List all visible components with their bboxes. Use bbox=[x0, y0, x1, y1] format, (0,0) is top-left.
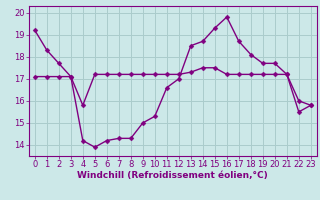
X-axis label: Windchill (Refroidissement éolien,°C): Windchill (Refroidissement éolien,°C) bbox=[77, 171, 268, 180]
